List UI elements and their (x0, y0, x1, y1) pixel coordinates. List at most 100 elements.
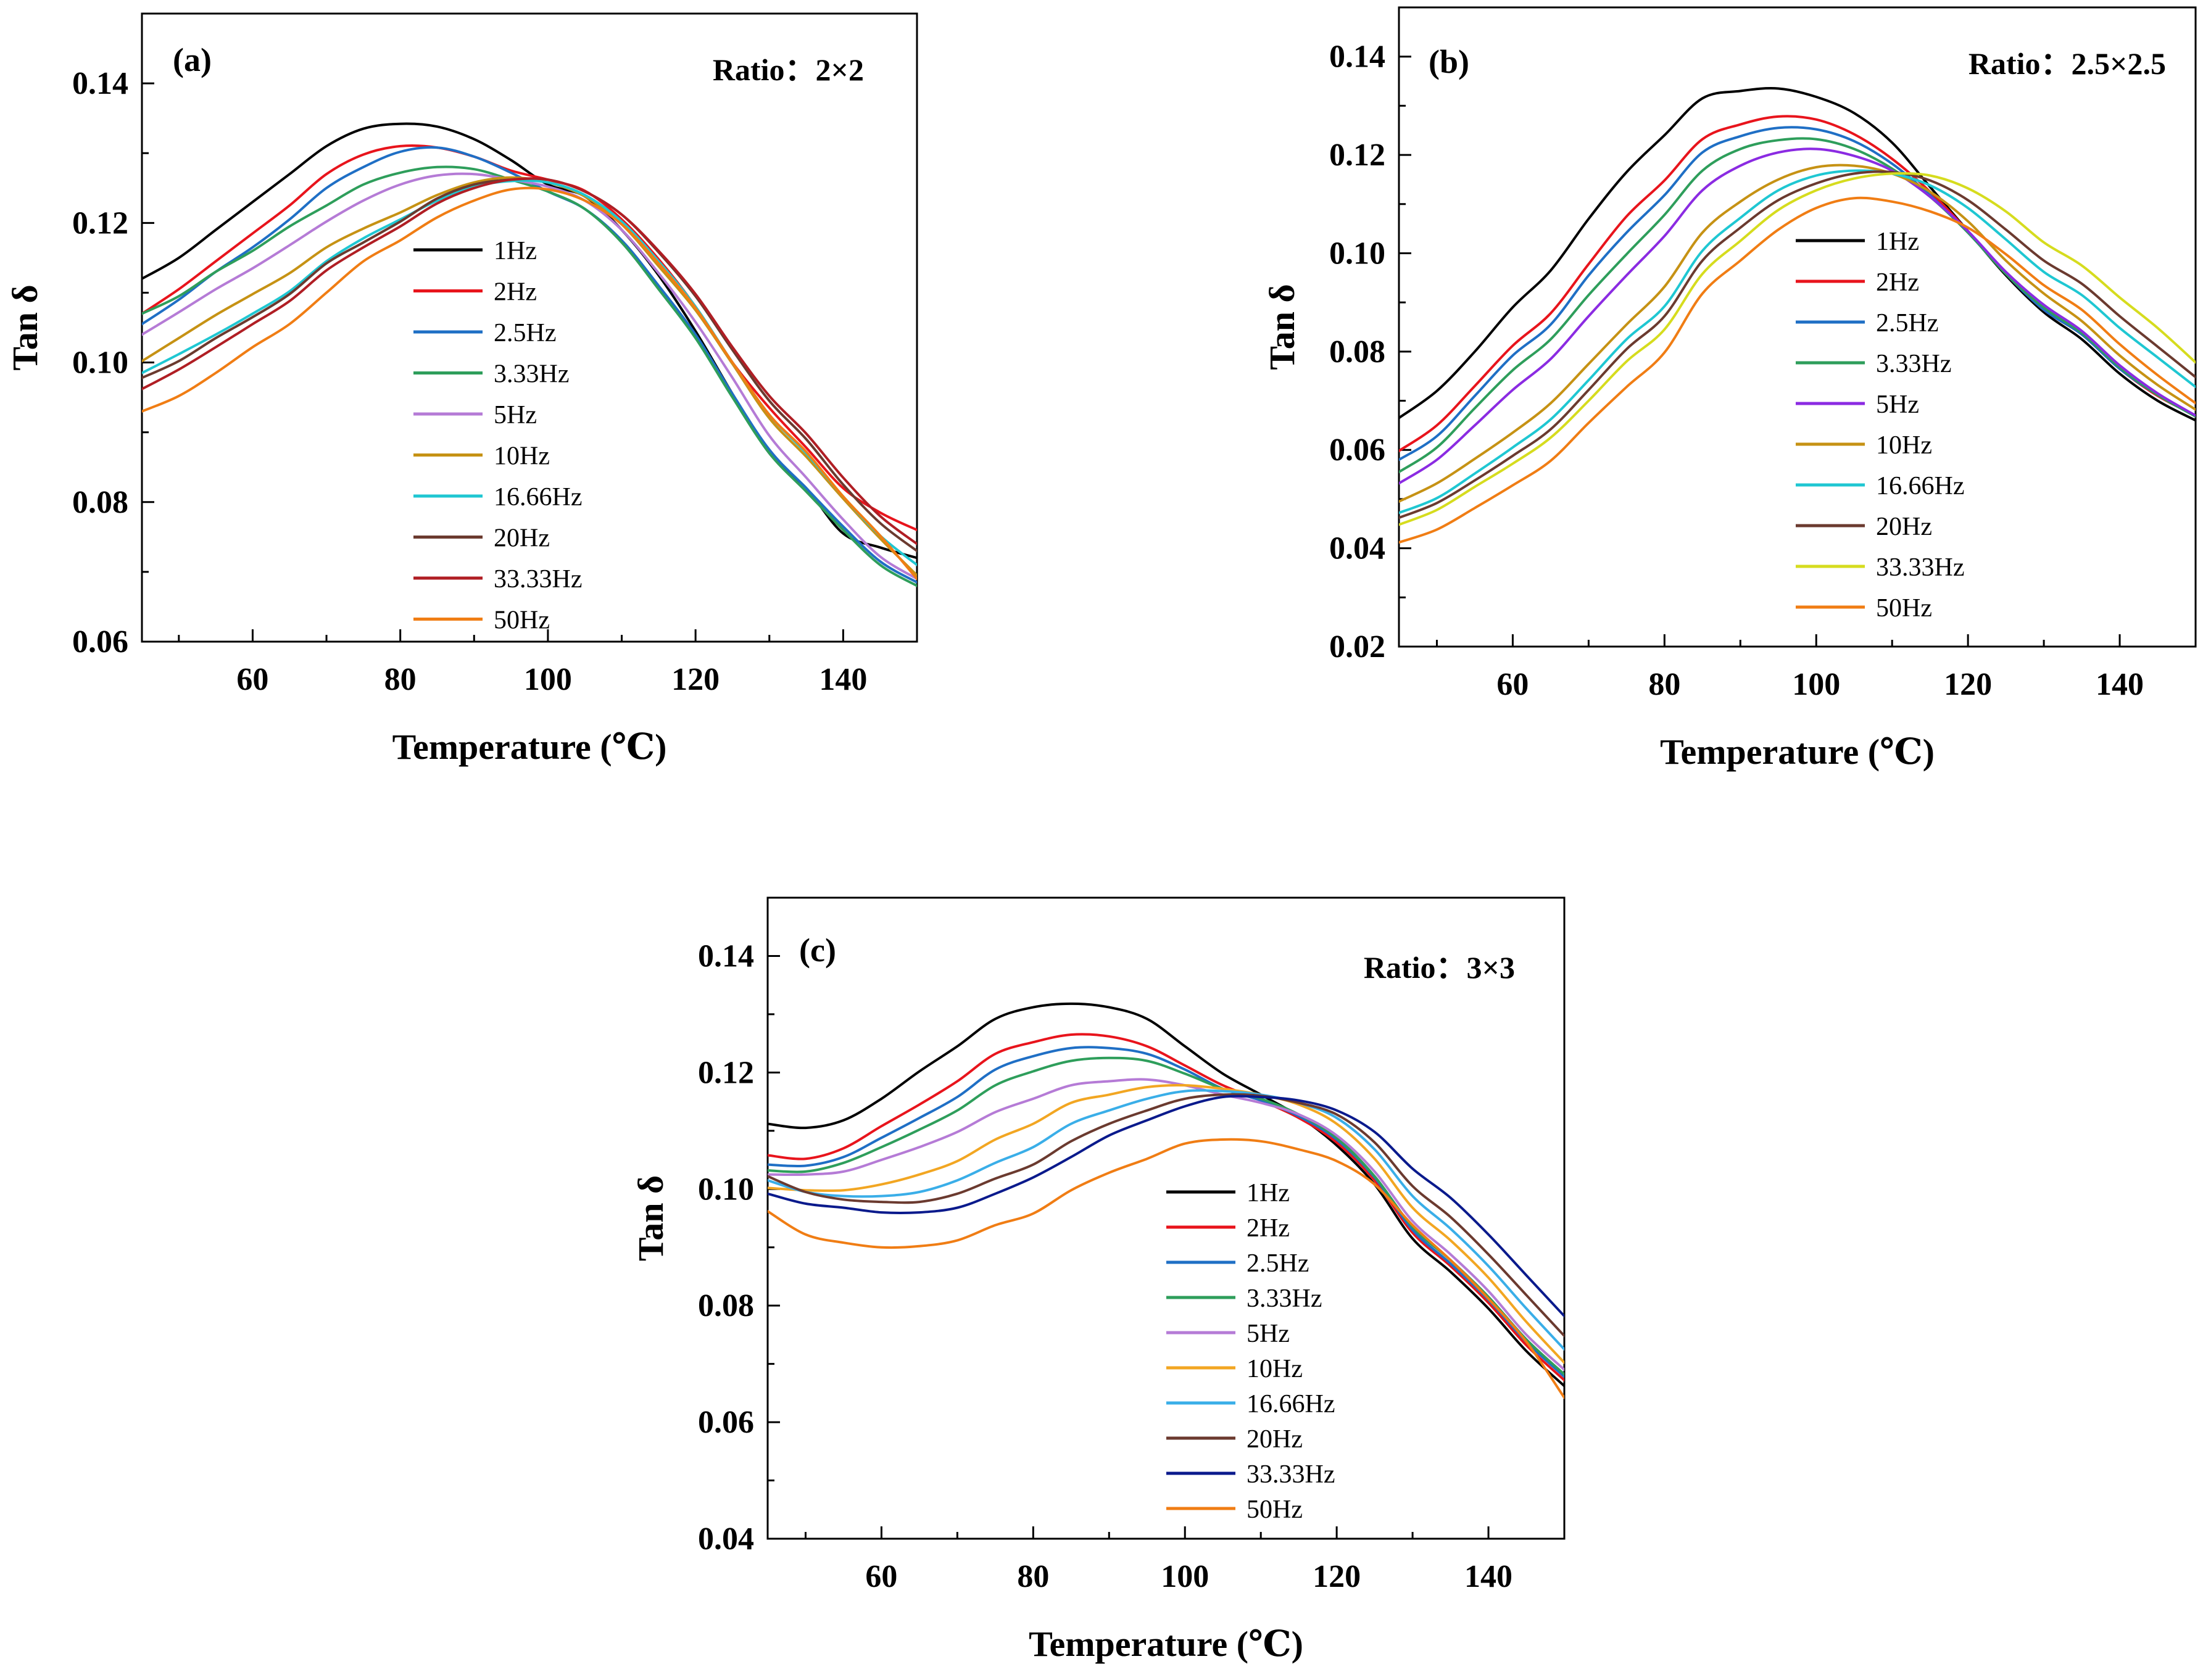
series-line-5hz (142, 172, 917, 581)
panel-b: 60 80 100 120 140 0.02 0.04 0.06 0.08 0.10 0.12 0.1… (1262, 6, 2197, 772)
series-line-16-66hz (1399, 169, 2196, 515)
x-tick-label: 100 (1792, 667, 1840, 702)
x-axis-title: Temperature (℃) (1029, 1624, 1303, 1664)
series-line-16-66hz (768, 1089, 1564, 1351)
x-tick-label: 120 (1944, 667, 1992, 702)
panel-a: 60 80 100 120 140 0.06 0.08 0.10 0.12 0.14 Tempera… (5, 12, 918, 767)
ratio-annotation: Ratio：2×2 (713, 52, 864, 87)
y-tick-label: 0.10 (698, 1172, 754, 1207)
legend-label: 1Hz (1876, 228, 1919, 256)
legend-label: 3.33Hz (1876, 350, 1951, 378)
y-axis-title: Tan δ (631, 1175, 671, 1261)
series-group (768, 1002, 1564, 1399)
series-line-50hz (1399, 196, 2196, 544)
legend-label: 2.5Hz (494, 319, 556, 347)
series-line-3-33hz (142, 165, 917, 587)
legend-label: 20Hz (494, 524, 550, 553)
legend-label: 20Hz (1876, 513, 1932, 541)
legend-label: 5Hz (494, 401, 537, 429)
ratio-annotation: Ratio：2.5×2.5 (1969, 46, 2166, 81)
legend-label: 1Hz (494, 237, 537, 265)
x-tick-label: 60 (1496, 667, 1529, 702)
legend-label: 1Hz (1247, 1179, 1290, 1207)
legend-label: 20Hz (1247, 1425, 1303, 1454)
series-line-1hz (1399, 87, 2196, 422)
series-line-2hz (1399, 115, 2196, 452)
y-tick-label: 0.12 (72, 205, 128, 241)
legend-label: 2.5Hz (1247, 1249, 1309, 1278)
y-tick-label: 0.10 (1329, 236, 1385, 271)
x-tick-label: 80 (1648, 667, 1680, 702)
x-tick-label: 140 (1464, 1559, 1512, 1594)
series-line-33-33hz (768, 1094, 1564, 1318)
legend-label: 16.66Hz (1876, 472, 1964, 500)
y-tick-label: 0.08 (1329, 334, 1385, 370)
y-tick-label: 0.14 (1329, 39, 1385, 75)
series-group (1399, 87, 2196, 544)
legend-label: 2Hz (494, 278, 537, 307)
series-line-1hz (768, 1002, 1564, 1388)
y-axis-title: Tan δ (1262, 284, 1302, 370)
x-tick-label: 140 (2096, 667, 2144, 702)
y-tick-label: 0.04 (1329, 531, 1385, 566)
series-line-2-5hz (768, 1046, 1564, 1378)
series-line-50hz (142, 186, 917, 581)
legend-label: 33.33Hz (494, 565, 582, 594)
y-tick-label: 0.12 (1329, 138, 1385, 173)
panel-label: (b) (1429, 43, 1469, 80)
series-line-5hz (1399, 147, 2196, 485)
x-axis-title: Temperature (℃) (1660, 732, 1935, 772)
series-line-3-33hz (1399, 137, 2196, 474)
y-tick-label: 0.08 (698, 1288, 754, 1323)
legend-label: 3.33Hz (1247, 1285, 1322, 1313)
series-line-10hz (768, 1084, 1564, 1364)
x-tick-label: 120 (671, 662, 720, 697)
panel-c: 60 80 100 120 140 0.04 0.06 0.08 0.10 0.12 0.14 Tem… (631, 896, 1566, 1664)
y-tick-label: 0.10 (72, 346, 128, 381)
plot-frame (766, 896, 1566, 1540)
legend-label: 5Hz (1876, 391, 1919, 419)
plot-frame (1398, 6, 2197, 648)
series-line-33-33hz (1399, 172, 2196, 526)
legend-label: 50Hz (1247, 1496, 1303, 1524)
legend-label: 16.66Hz (494, 483, 582, 511)
panel-label: (a) (173, 41, 212, 78)
y-tick-label: 0.08 (72, 485, 128, 520)
series-line-10hz (1399, 163, 2196, 503)
x-tick-label: 80 (384, 662, 417, 697)
series-line-33-33hz (142, 177, 917, 545)
x-axis-title: Temperature (℃) (392, 727, 667, 767)
plot-frame (141, 12, 918, 643)
legend-label: 10Hz (1247, 1355, 1303, 1383)
x-tick-label: 100 (524, 662, 572, 697)
x-tick-label: 120 (1313, 1559, 1361, 1594)
legend-label: 2Hz (1247, 1214, 1290, 1243)
legend-label: 3.33Hz (494, 360, 569, 389)
y-tick-label: 0.12 (698, 1055, 754, 1090)
legend-label: 50Hz (1876, 594, 1932, 623)
y-tick-label: 0.14 (698, 938, 754, 974)
y-tick-label: 0.04 (698, 1521, 754, 1557)
panel-label: (c) (799, 932, 836, 969)
legend-label: 2.5Hz (1876, 309, 1938, 337)
legend-label: 10Hz (494, 442, 550, 471)
series-line-20hz (1399, 170, 2196, 519)
y-tick-label: 0.14 (72, 66, 128, 101)
y-tick-label: 0.06 (1329, 432, 1385, 468)
series-group (142, 122, 917, 587)
legend-label: 33.33Hz (1247, 1460, 1335, 1489)
x-tick-label: 60 (236, 662, 268, 697)
y-axis-title: Tan δ (5, 284, 45, 370)
series-line-2hz (768, 1033, 1564, 1382)
series-line-20hz (768, 1093, 1564, 1338)
legend-label: 2Hz (1876, 268, 1919, 297)
y-tick-label: 0.06 (698, 1405, 754, 1440)
y-tick-label: 0.06 (72, 624, 128, 660)
legend-label: 50Hz (494, 606, 550, 635)
legend-label: 10Hz (1876, 431, 1932, 460)
legend-label: 5Hz (1247, 1320, 1290, 1348)
ratio-annotation: Ratio：3×3 (1364, 950, 1515, 985)
x-tick-label: 100 (1161, 1559, 1209, 1594)
x-tick-label: 140 (819, 662, 867, 697)
